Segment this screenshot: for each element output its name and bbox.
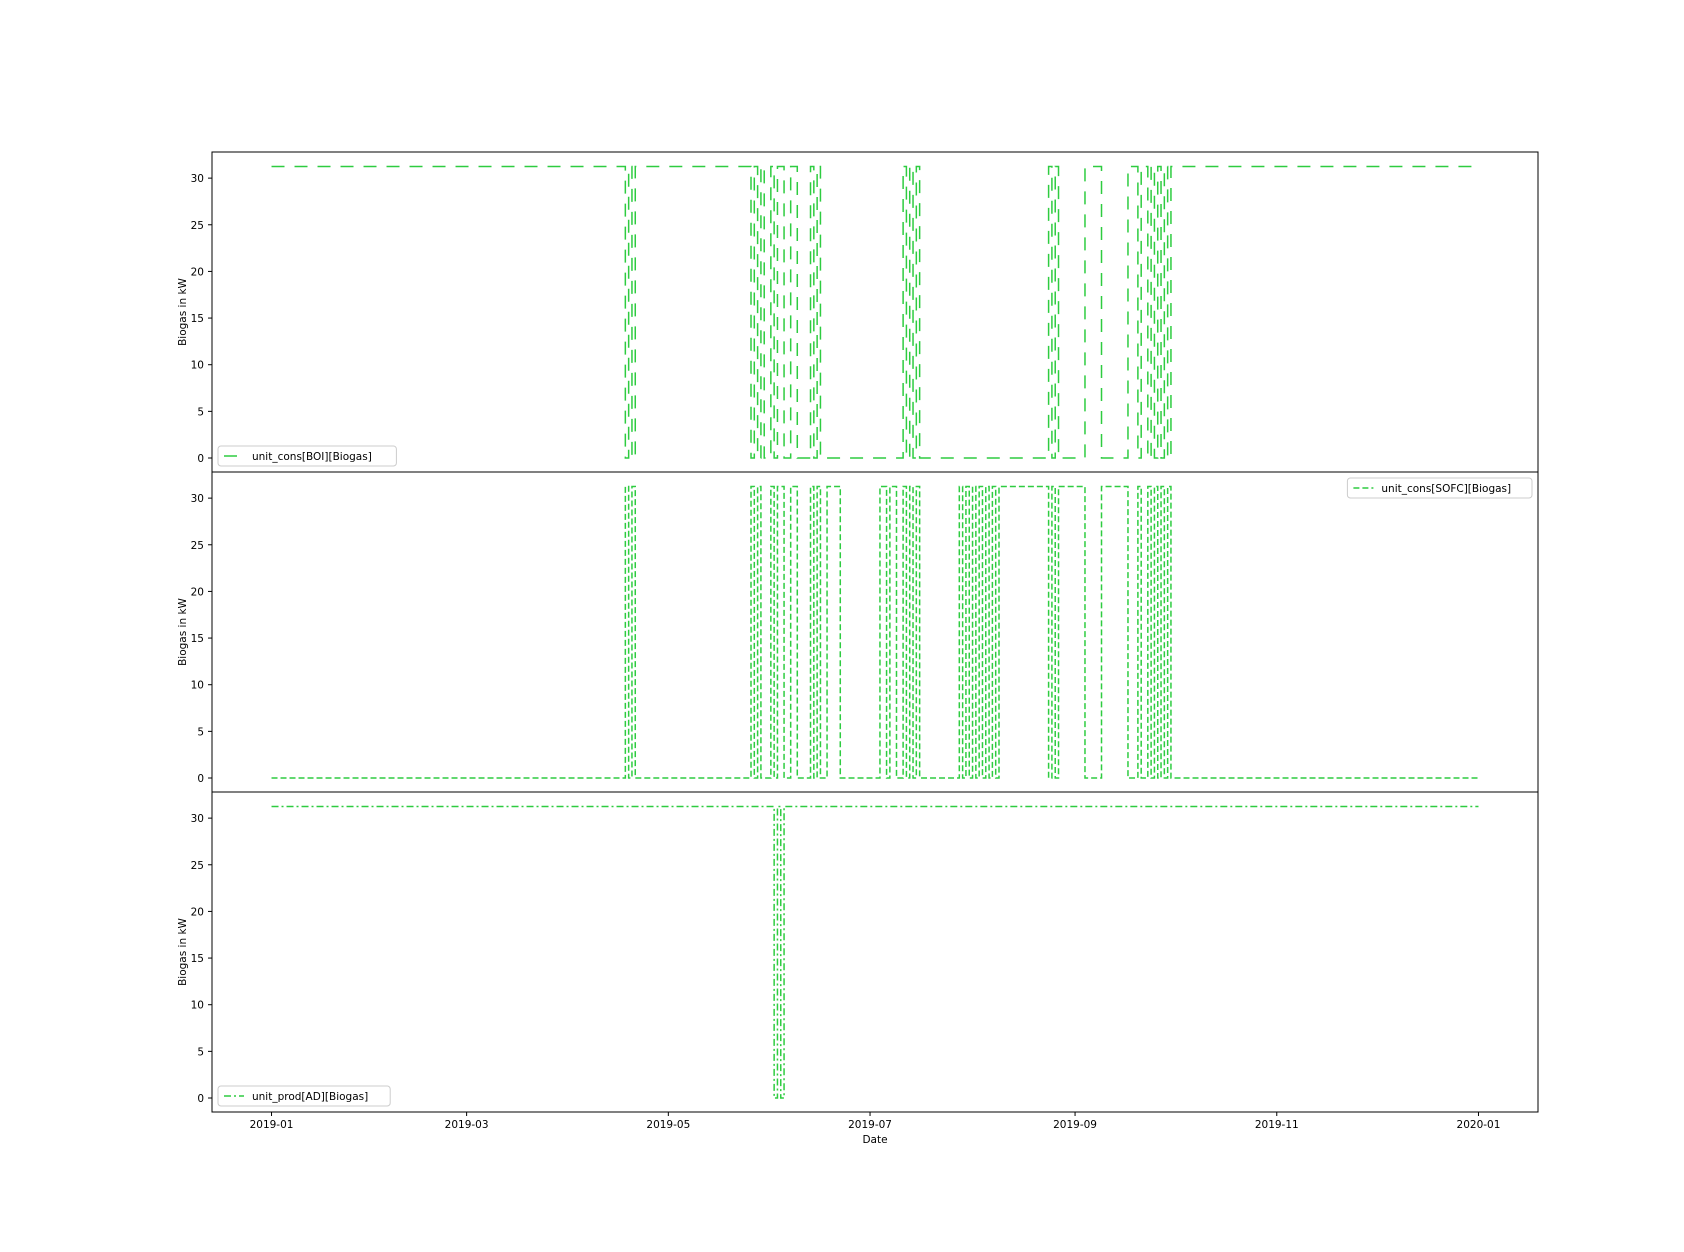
y-tick-label: 25 — [191, 860, 204, 872]
legend-box — [217, 1085, 391, 1107]
y-axis-label: Biogas in kW — [177, 917, 189, 985]
x-tick-label: 2019-01 — [250, 1119, 294, 1131]
y-axis-label: Biogas in kW — [177, 277, 189, 345]
y-tick-label: 5 — [197, 406, 204, 418]
legend-label: unit_cons[SOFC][Biogas] — [1381, 483, 1511, 495]
legend-box — [1346, 477, 1533, 499]
y-tick-label: 15 — [191, 953, 204, 965]
legend-label: unit_cons[BOI][Biogas] — [252, 451, 372, 463]
y-tick-label: 10 — [191, 1000, 204, 1012]
panels: 0 5 10 15 20 25 30 Biogas in kW unit_cons[BOI][B… — [177, 151, 1539, 1113]
x-tick-label: 2020-01 — [1457, 1119, 1501, 1131]
x-tick-label: 2019-11 — [1255, 1119, 1299, 1131]
y-tick-label: 20 — [191, 586, 204, 598]
series-line-2-1 — [271, 485, 1479, 779]
y-tick-label: 25 — [191, 220, 204, 232]
series-line-3-1 — [271, 805, 1479, 1099]
y-tick-label: 5 — [197, 1046, 204, 1058]
legend: unit_cons[BOI][Biogas] — [217, 445, 397, 467]
x-tick-label: 2019-03 — [445, 1119, 489, 1131]
y-tick-label: 0 — [197, 453, 204, 465]
y-tick-label: 20 — [191, 906, 204, 918]
y-tick-label: 15 — [191, 313, 204, 325]
legend-label: unit_prod[AD][Biogas] — [252, 1091, 368, 1103]
y-tick-label: 10 — [191, 360, 204, 372]
y-tick-label: 10 — [191, 680, 204, 692]
legend-box — [217, 445, 397, 467]
y-tick-label: 30 — [191, 173, 204, 185]
panel-2: 0 5 10 15 20 25 30 Biogas in kW unit_cons[SOFC][… — [177, 471, 1539, 793]
y-tick-label: 25 — [191, 540, 204, 552]
x-tick-label: 2019-05 — [646, 1119, 690, 1131]
legend: unit_prod[AD][Biogas] — [217, 1085, 391, 1107]
y-tick-label: 30 — [191, 493, 204, 505]
panel-3: 0 5 10 15 20 25 30 Biogas in kW unit_prod[AD][Bi… — [177, 791, 1539, 1113]
y-axis-label: Biogas in kW — [177, 597, 189, 665]
x-axis: 2019-01 2019-03 2019-05 2019-07 2019-09 2019-… — [250, 1112, 1501, 1146]
y-tick-label: 15 — [191, 633, 204, 645]
y-tick-label: 0 — [197, 773, 204, 785]
x-tick-label: 2019-07 — [848, 1119, 892, 1131]
legend: unit_cons[SOFC][Biogas] — [1346, 477, 1533, 499]
y-tick-label: 30 — [191, 813, 204, 825]
x-axis-label: Date — [862, 1134, 887, 1146]
x-tick-label: 2019-09 — [1053, 1119, 1097, 1131]
axes-frame-3 — [211, 791, 1539, 1113]
y-tick-label: 20 — [191, 266, 204, 278]
y-tick-label: 5 — [197, 726, 204, 738]
y-tick-label: 0 — [197, 1093, 204, 1105]
